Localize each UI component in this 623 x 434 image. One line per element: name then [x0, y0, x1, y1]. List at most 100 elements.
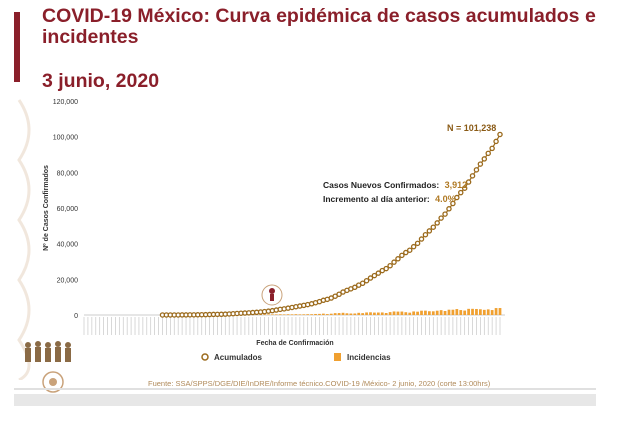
incidencia-bar [451, 309, 455, 315]
incidencia-bar [369, 312, 372, 315]
page-title: COVID-19 México: Curva epidémica de caso… [42, 5, 596, 48]
acumulado-point [489, 145, 495, 152]
acumulado-point [465, 179, 472, 185]
x-axis-label: Fecha de Confirmación [256, 340, 333, 347]
increment-value: 4.0% [435, 194, 456, 204]
acumulado-point [485, 150, 491, 157]
acumulado-point [493, 138, 499, 145]
incidencia-bar [494, 308, 498, 315]
acumulado-point [399, 252, 405, 259]
incidencia-bar [337, 313, 341, 315]
acumulado-point [450, 200, 456, 207]
acumulado-point [481, 156, 488, 162]
incidencia-bar [333, 313, 337, 315]
decorative-figures-icon [25, 341, 71, 362]
incidencia-bar [392, 311, 396, 315]
y-axis: 0 20,000 40,000 60,000 80,000 100,000 120,000 [53, 99, 78, 320]
acumulado-point [458, 189, 464, 196]
report-date: 3 junio, 2020 [42, 70, 160, 92]
incidencia-bar [463, 310, 467, 315]
y-tick-label: 120,000 [53, 99, 78, 106]
y-tick-label: 20,000 [57, 277, 79, 284]
incidencia-bar [282, 314, 286, 315]
footer-divider [14, 388, 596, 390]
acumulado-point [438, 215, 444, 221]
increment-annotation: Incremento al día anterior: 4.0% [323, 194, 456, 204]
incidencia-bar [294, 314, 298, 315]
acumulado-point [497, 131, 503, 138]
incidencia-bar [361, 313, 365, 315]
acumulado-point [469, 173, 476, 179]
incidencia-bar [349, 313, 353, 315]
incidencia-bar [298, 314, 302, 315]
acumulado-point [414, 240, 421, 247]
incidencia-bar [357, 312, 361, 315]
incidencia-bar [435, 310, 439, 315]
x-axis-ticks [83, 317, 501, 335]
incidencia-bar [443, 310, 447, 315]
incidencia-bar [412, 311, 416, 315]
legend-item-acumulados: Acumulados [201, 353, 263, 362]
acumulados-points [159, 131, 503, 318]
incidencia-bar [341, 312, 345, 315]
incidencia-bar [467, 308, 470, 315]
y-tick-label: 40,000 [57, 242, 79, 249]
y-tick-label: 80,000 [57, 170, 79, 177]
incidencia-bar [353, 313, 357, 315]
incidencia-bar [345, 313, 349, 315]
incidencia-bar [263, 314, 266, 315]
acumulado-point [477, 161, 484, 167]
legend: Acumulados Incidencias [201, 353, 391, 362]
incidencia-bar [388, 312, 392, 315]
incidencia-bar [376, 312, 380, 315]
acumulado-point [406, 247, 413, 253]
acumulados-line [162, 134, 501, 316]
source-note: Fuente: SSA/SPPS/DGE/DIE/InDRE/Informe t… [148, 379, 491, 388]
incidencia-bar [329, 313, 333, 315]
incidencia-bar [439, 310, 443, 315]
incidencia-bar [306, 314, 310, 315]
incidencia-bar [427, 311, 431, 315]
acumulado-point [363, 277, 370, 284]
incidencia-bar [396, 311, 400, 315]
acumulado-point [461, 185, 468, 191]
acumulado-point [410, 243, 417, 250]
y-axis-label: Nº de Casos Confirmados [43, 165, 50, 251]
acumulado-point [375, 270, 382, 276]
incidencia-bar [486, 309, 490, 315]
acumulado-point [352, 284, 358, 291]
incidencia-bar [498, 308, 502, 315]
incidencia-bar [310, 314, 313, 315]
acumulado-point [418, 236, 425, 242]
incidencia-bar [424, 310, 427, 315]
acumulado-point [426, 228, 433, 234]
decorative-pattern-icon [17, 99, 31, 380]
incidencia-bar [302, 314, 306, 315]
incidencia-bar [431, 311, 435, 315]
total-annotation: N = 101,238 [447, 123, 496, 133]
incidencia-bar [278, 314, 282, 315]
acumulado-point [371, 272, 378, 279]
incidencia-bar [271, 314, 274, 315]
incidencia-bar [373, 312, 376, 315]
acumulado-point [336, 291, 342, 298]
incidencia-bar [416, 311, 419, 315]
incidencia-bar [447, 309, 451, 315]
y-tick-label: 60,000 [57, 206, 79, 213]
acumulado-point [383, 265, 389, 272]
acumulado-point [359, 280, 366, 287]
incidencia-bar [475, 308, 478, 315]
acumulado-point [454, 194, 460, 201]
acumulado-point [367, 275, 374, 281]
seal-icon [42, 371, 64, 393]
incidencia-bar [479, 309, 482, 315]
slide [14, 2, 596, 406]
incidencia-bar [274, 314, 278, 315]
new-cases-label: Casos Nuevos Confirmados: [323, 180, 439, 190]
incidencia-bar [267, 314, 270, 315]
legend-item-incidencias: Incidencias [334, 353, 391, 362]
incidencia-bar [286, 314, 290, 315]
legend-label-acumulados: Acumulados [214, 353, 263, 362]
acumulado-point [430, 224, 437, 230]
